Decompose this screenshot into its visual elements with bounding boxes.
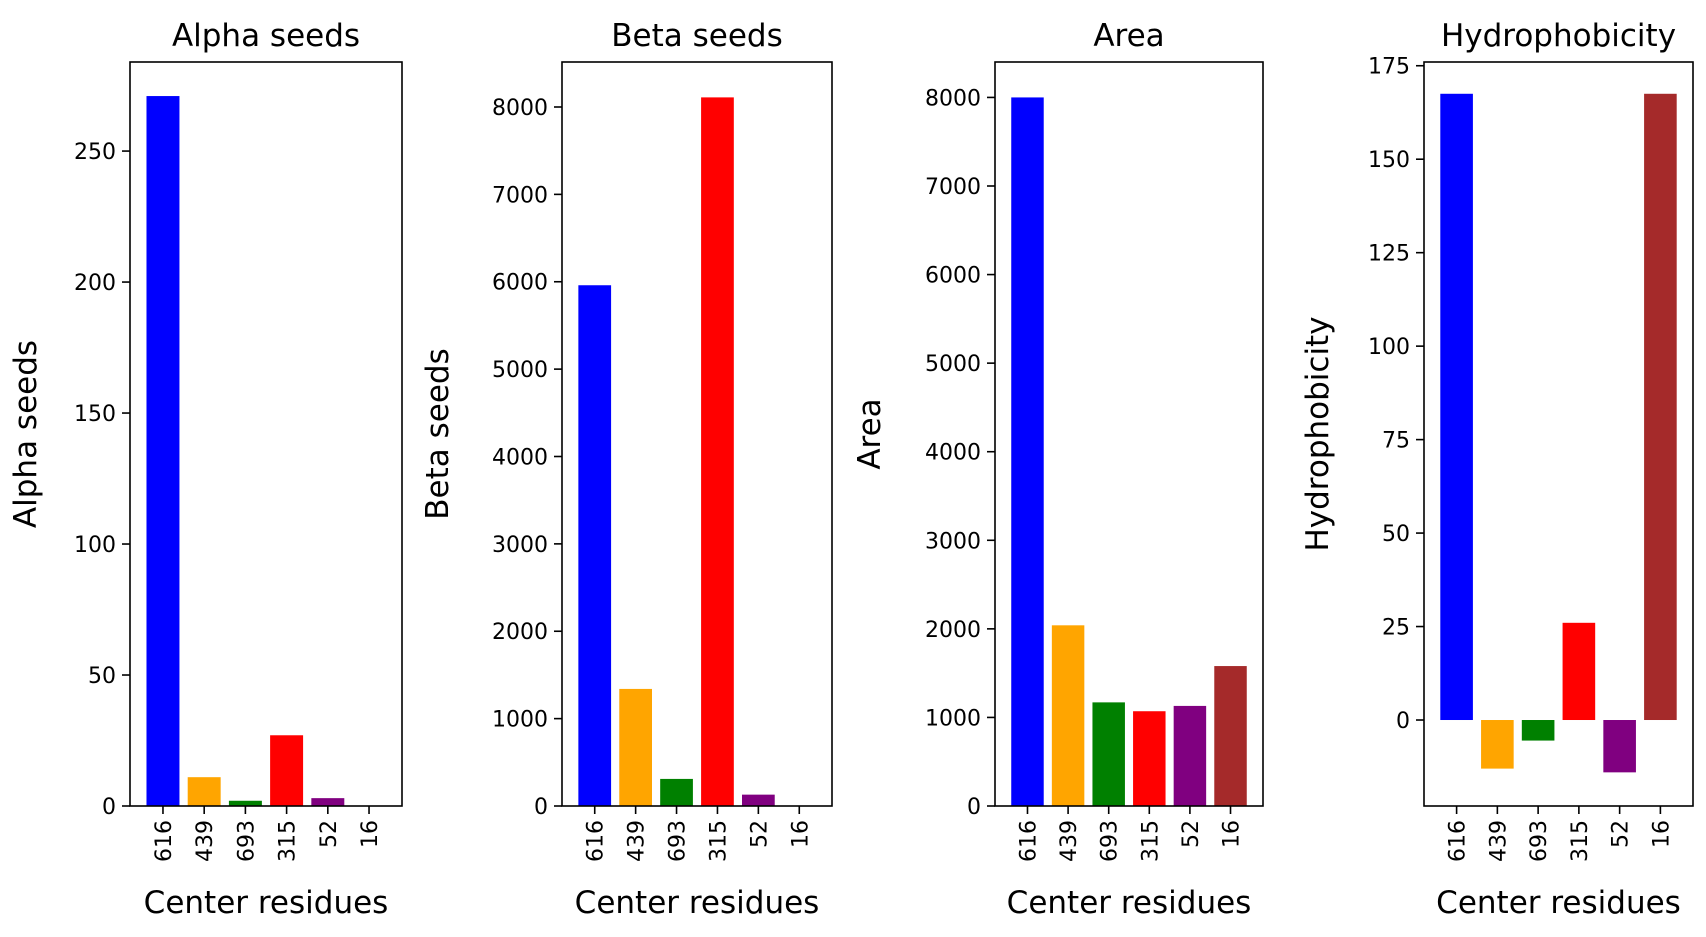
chart-panel-1: 0 50 100 150 200 250 616 439 693 315 52 16 Alpha see… (8, 18, 403, 921)
x-tick-label: 693 (666, 820, 691, 862)
bar-616 (146, 96, 180, 806)
y-axis-label: Area (852, 398, 888, 469)
y-tick-label: 200 (74, 271, 116, 296)
y-tick-label: 150 (74, 402, 116, 427)
bar-693 (228, 800, 262, 806)
bar-616 (1440, 93, 1473, 721)
chart-title: Area (1093, 18, 1164, 54)
x-axis-label: Center residues (144, 885, 389, 921)
bar-16 (1644, 93, 1677, 721)
chart-title: Hydrophobicity (1441, 18, 1676, 54)
y-tick-label: 150 (1368, 148, 1410, 173)
chart-panel-4: 0 25 50 75 100 125 150 175 616 439 693 315 52 16 Hydro… (1300, 18, 1694, 921)
bar-693 (1092, 702, 1125, 806)
y-tick-label: 2000 (492, 620, 548, 645)
y-tick-label: 5000 (492, 358, 548, 383)
x-tick-label: 16 (1220, 820, 1245, 848)
x-tick-label: 693 (1098, 820, 1123, 862)
y-tick-label: 4000 (925, 441, 981, 466)
bar-693 (660, 778, 693, 806)
x-tick-label: 16 (358, 820, 383, 848)
x-tick-label: 52 (747, 820, 772, 848)
x-axis-label: Center residues (575, 885, 820, 921)
bar-439 (1481, 720, 1514, 769)
x-tick-label: 315 (276, 820, 301, 862)
y-tick-label: 50 (1382, 522, 1410, 547)
y-tick-label: 100 (74, 533, 116, 558)
y-tick-label: 2000 (925, 618, 981, 643)
x-tick-label: 52 (1179, 820, 1204, 848)
x-tick-label: 616 (1016, 820, 1041, 862)
y-tick-label: 3000 (925, 529, 981, 554)
y-tick-label: 4000 (492, 445, 548, 470)
y-tick-label: 8000 (925, 86, 981, 111)
bar-439 (1051, 625, 1085, 806)
chart-panel-2: 0 1000 2000 3000 4000 5000 6000 7000 8000 616 439 6… (420, 18, 833, 921)
x-tick-label: 616 (584, 820, 609, 862)
x-tick-label: 616 (152, 820, 177, 862)
bar-52 (742, 794, 775, 806)
y-axis-label: Beta seeds (420, 348, 456, 519)
y-tick-label: 250 (74, 140, 116, 165)
y-tick-label: 8000 (492, 96, 548, 121)
bar-693 (1521, 720, 1555, 741)
x-tick-label: 16 (788, 820, 813, 848)
x-tick-label: 52 (1609, 820, 1634, 848)
bar-52 (1173, 705, 1207, 806)
y-tick-label: 100 (1368, 335, 1410, 360)
y-tick-label: 7000 (925, 175, 981, 200)
bar-315 (701, 97, 734, 806)
y-tick-label: 0 (1396, 709, 1410, 734)
y-tick-label: 0 (102, 795, 116, 820)
bar-315 (270, 735, 304, 806)
bar-616 (578, 285, 612, 807)
chart-title: Alpha seeds (172, 18, 360, 54)
y-tick-label: 50 (88, 664, 116, 689)
chart-title: Beta seeds (611, 18, 782, 54)
x-tick-label: 315 (706, 820, 731, 862)
bar-439 (619, 688, 652, 806)
y-axis-label: Hydrophobicity (1300, 316, 1336, 551)
y-tick-label: 175 (1368, 55, 1410, 80)
y-tick-label: 3000 (492, 533, 548, 558)
x-tick-label: 315 (1568, 820, 1593, 862)
x-tick-label: 315 (1138, 820, 1163, 862)
x-tick-label: 693 (1527, 820, 1552, 862)
y-tick-label: 6000 (492, 271, 548, 296)
y-tick-label: 75 (1382, 429, 1410, 454)
bar-315 (1133, 711, 1166, 806)
bar-315 (1562, 622, 1596, 721)
bar-52 (1603, 720, 1636, 773)
axes-frame (561, 61, 833, 807)
axes-frame (1423, 61, 1694, 807)
x-axis-label: Center residues (1436, 885, 1681, 921)
y-axis-label: Alpha seeds (8, 340, 44, 528)
x-axis-label: Center residues (1007, 885, 1252, 921)
x-tick-label: 693 (234, 820, 259, 862)
y-tick-label: 6000 (925, 264, 981, 289)
y-tick-label: 7000 (492, 183, 548, 208)
bar-439 (187, 777, 221, 806)
x-tick-label: 16 (1649, 820, 1674, 848)
bar-52 (311, 798, 345, 806)
y-tick-label: 25 (1382, 616, 1410, 641)
axes-frame (994, 61, 1264, 807)
x-tick-label: 439 (625, 820, 650, 862)
y-tick-label: 0 (967, 795, 981, 820)
y-tick-label: 125 (1368, 242, 1410, 267)
x-tick-label: 439 (1486, 820, 1511, 862)
bar-616 (1011, 97, 1044, 806)
x-tick-label: 439 (1057, 820, 1082, 862)
x-tick-label: 439 (193, 820, 218, 862)
x-tick-label: 52 (317, 820, 342, 848)
y-tick-label: 1000 (492, 708, 548, 733)
axes-frame (129, 61, 403, 807)
y-tick-label: 0 (534, 795, 548, 820)
bar-16 (1214, 666, 1247, 806)
x-tick-label: 616 (1446, 820, 1471, 862)
y-tick-label: 1000 (925, 706, 981, 731)
chart-panel-3: 0 1000 2000 3000 4000 5000 6000 7000 8000 616 439 6… (852, 18, 1264, 921)
y-tick-label: 5000 (925, 352, 981, 377)
